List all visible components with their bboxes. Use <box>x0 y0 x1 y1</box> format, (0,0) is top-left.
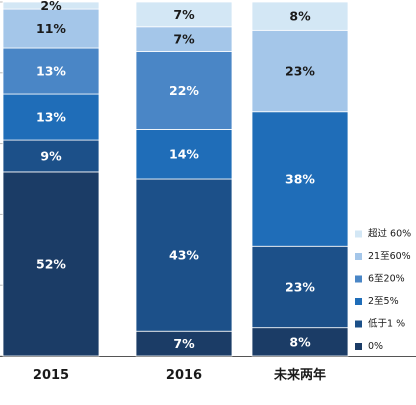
legend-swatch-0 <box>355 230 362 238</box>
bar-segment-0-4 <box>2 8 100 49</box>
data-label-0-2: 13% <box>36 110 66 125</box>
data-label-2-4: 23% <box>285 64 315 79</box>
legend-label-3: 2至5% <box>368 296 399 307</box>
legend: 超过 60% 21至60% 6至20% 2至5% 低于1 % 0% <box>355 228 411 352</box>
data-label-2-1: 23% <box>285 279 315 294</box>
bar-segment-2-5 <box>251 1 349 31</box>
legend-swatch-4 <box>355 320 362 328</box>
data-label-1-0: 7% <box>173 336 195 351</box>
legend-label-0: 超过 60% <box>368 228 411 240</box>
data-label-0-5: 2% <box>40 0 62 13</box>
bar-segment-0-0 <box>2 171 100 357</box>
category-label-1: 2016 <box>166 368 202 383</box>
bar-segment-1-1 <box>135 178 233 332</box>
bar-segment-2-4 <box>251 29 349 113</box>
legend-label-5: 0% <box>368 341 383 352</box>
segment-labels: 52% 9% 13% 13% 11% 2% 7% 43% 14% 22% 7% 7% 8% 23% 38% 2… <box>36 0 315 351</box>
category-label-2: 未来两年 <box>273 367 326 383</box>
legend-swatch-3 <box>355 298 362 305</box>
data-label-0-1: 9% <box>40 148 62 163</box>
legend-swatch-1 <box>355 253 362 260</box>
data-label-2-2: 38% <box>285 172 315 187</box>
legend-label-2: 6至20% <box>368 274 405 285</box>
data-label-1-5: 7% <box>173 7 195 22</box>
bar-segment-1-0 <box>135 330 233 357</box>
grid-lines <box>0 1 416 357</box>
bar-segment-1-4 <box>135 26 233 52</box>
bar-segment-0-1 <box>2 139 100 173</box>
data-label-0-3: 13% <box>36 64 66 79</box>
bar-segment-1-5 <box>135 1 233 28</box>
legend-label-4: 低于1 % <box>368 318 405 330</box>
bar-segment-0-2 <box>2 93 100 141</box>
bar-segment-0-5 <box>2 1 100 10</box>
data-label-1-1: 43% <box>169 248 199 263</box>
bar-segment-2-2 <box>251 111 349 247</box>
legend-swatch-5 <box>355 343 362 350</box>
bars <box>2 1 349 357</box>
bar-segment-2-1 <box>251 245 349 329</box>
data-label-0-0: 52% <box>36 256 66 271</box>
data-label-1-3: 22% <box>169 83 199 98</box>
data-label-1-4: 7% <box>173 32 195 47</box>
data-label-2-5: 8% <box>289 9 311 24</box>
data-label-0-4: 11% <box>36 21 66 36</box>
data-label-2-0: 8% <box>289 334 311 349</box>
bar-segment-1-3 <box>135 51 233 130</box>
legend-swatch-2 <box>355 275 362 283</box>
data-label-1-2: 14% <box>169 147 199 162</box>
category-labels: 2015 2016 未来两年 <box>33 367 326 383</box>
bar-segment-0-3 <box>2 47 100 95</box>
legend-label-1: 21至60% <box>368 251 411 262</box>
bar-segment-1-2 <box>135 129 233 180</box>
category-label-0: 2015 <box>33 368 69 383</box>
